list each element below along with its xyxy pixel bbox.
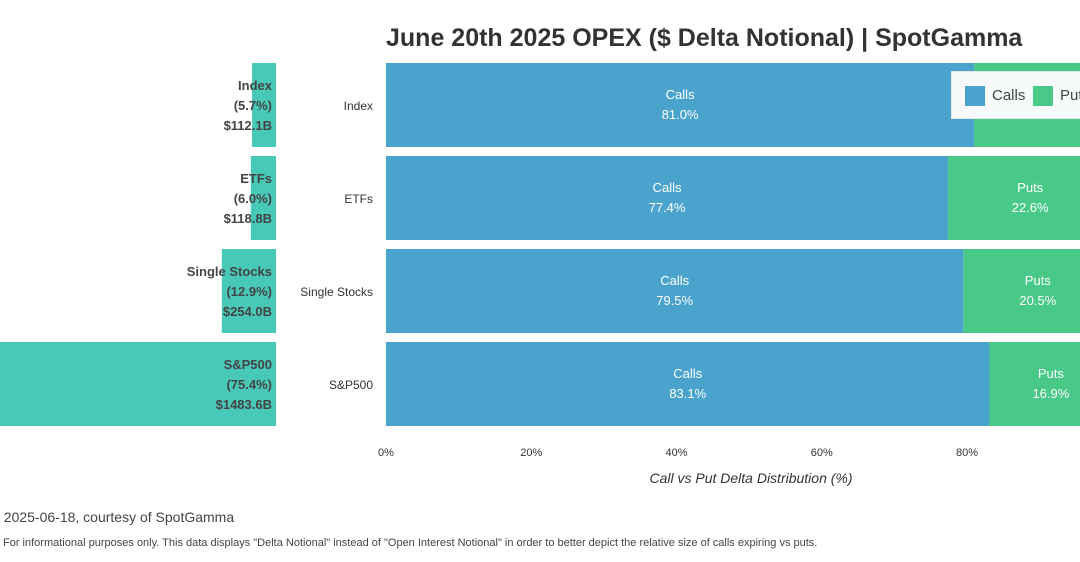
share-category-label: Single Stocks [187, 264, 272, 279]
share-notional-label: $254.0B [223, 304, 272, 319]
x-axis-label: Call vs Put Delta Distribution (%) [649, 470, 852, 486]
share-bar [252, 63, 276, 147]
category-label: S&P500 [329, 378, 373, 392]
bar-value-label: 83.1% [669, 386, 706, 401]
share-notional-label: $1483.6B [216, 397, 272, 412]
bar-value-label: 77.4% [649, 200, 686, 215]
bar-series-label: Puts [1038, 366, 1065, 381]
x-tick-label: 60% [811, 447, 833, 459]
chart-title: June 20th 2025 OPEX ($ Delta Notional) |… [386, 24, 1023, 52]
bar-calls [386, 249, 964, 333]
bar-puts [963, 249, 1080, 333]
category-label: ETFs [344, 192, 373, 206]
share-pct-label: (5.7%) [234, 98, 272, 113]
bar-value-label: 79.5% [656, 293, 693, 308]
bar-series-label: Calls [666, 87, 695, 102]
share-notional-label: $112.1B [224, 118, 272, 133]
bar-series-label: Calls [673, 366, 702, 381]
share-pct-label: (12.9%) [226, 284, 272, 299]
share-pct-label: (75.4%) [226, 377, 272, 392]
legend-label-puts: Puts [1060, 87, 1080, 104]
x-tick-label: 40% [665, 447, 687, 459]
legend: Calls Puts [951, 71, 1080, 119]
legend-swatch-puts [1033, 86, 1053, 106]
share-pct-label: (6.0%) [234, 191, 272, 206]
bar-calls [386, 342, 990, 426]
bar-calls [386, 156, 949, 240]
bar-value-label: 22.6% [1012, 200, 1049, 215]
x-tick-label: 0% [378, 447, 394, 459]
share-bar [0, 342, 276, 426]
share-bar [250, 156, 276, 240]
share-bar [221, 249, 276, 333]
bar-series-label: Calls [660, 273, 689, 288]
bar-series-label: Calls [653, 180, 682, 195]
category-label: Index [344, 99, 373, 113]
source-note: f 2025-06-18, courtesy of SpotGamma [0, 509, 235, 525]
share-notional-label: $118.8B [224, 211, 272, 226]
bar-puts [948, 156, 1080, 240]
bar-series-label: Puts [1017, 180, 1044, 195]
bar-calls [386, 63, 975, 147]
bar-value-label: 16.9% [1032, 386, 1069, 401]
x-tick-label: 20% [520, 447, 542, 459]
bar-value-label: 81.0% [662, 107, 699, 122]
bar-puts [989, 342, 1080, 426]
share-category-label: ETFs [240, 171, 272, 186]
bar-series-label: Puts [1025, 273, 1052, 288]
bar-value-label: 20.5% [1019, 293, 1056, 308]
share-category-label: S&P500 [224, 357, 272, 372]
category-label: Single Stocks [300, 285, 373, 299]
x-tick-label: 80% [956, 447, 978, 459]
legend-swatch-calls [965, 86, 985, 106]
disclaimer: For informational purposes only. This da… [3, 537, 818, 549]
share-category-label: Index [238, 78, 273, 93]
legend-label-calls: Calls [992, 87, 1026, 104]
